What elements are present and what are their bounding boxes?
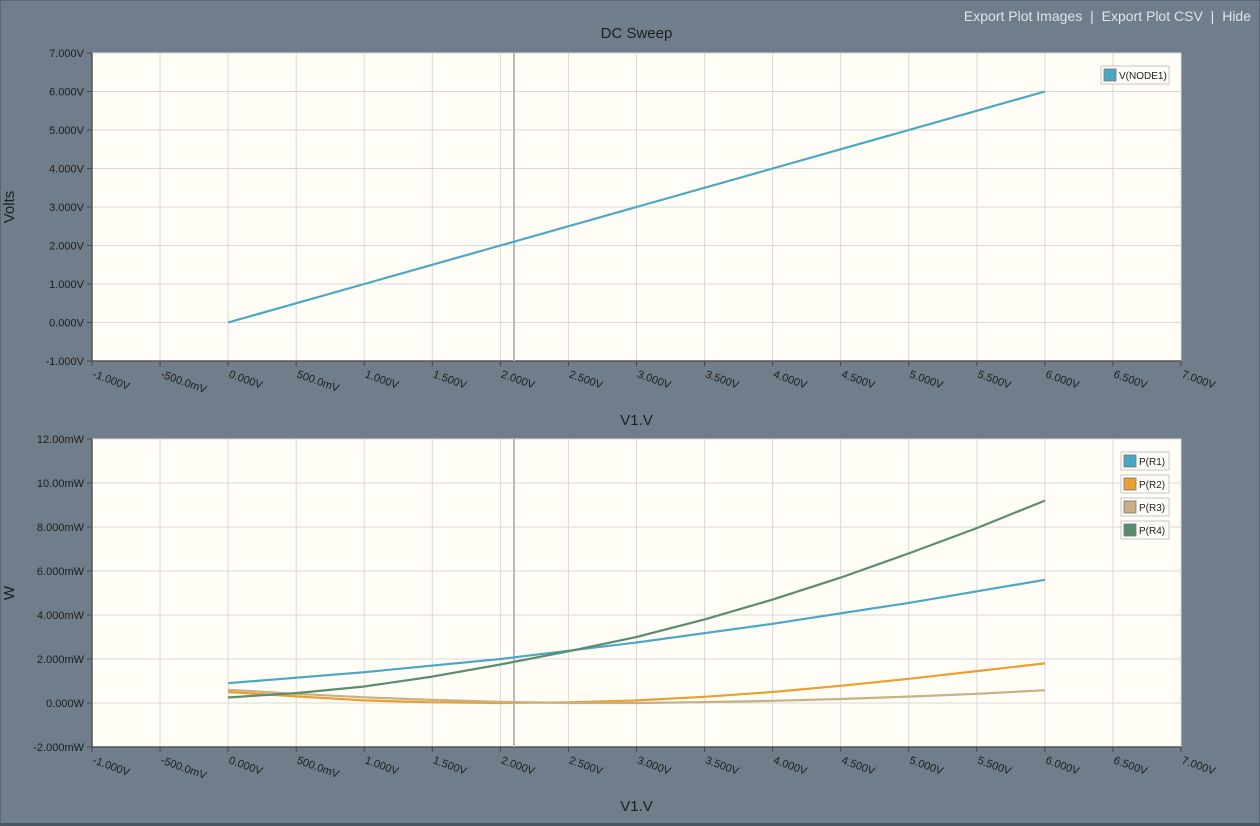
export-plot-csv-link[interactable]: Export Plot CSV <box>1101 8 1203 24</box>
series-line-p-r2 <box>228 662 1046 705</box>
x-tick-label: 3.000V <box>635 755 672 778</box>
x-tick-label: -500.0mV <box>159 369 209 397</box>
legend-swatch <box>1103 68 1117 82</box>
x-tick-label: 2.000V <box>499 369 536 392</box>
x-tick-label: 3.000V <box>635 369 672 392</box>
separator: | <box>1210 8 1215 24</box>
x-tick-label: 5.000V <box>908 755 945 778</box>
x-tick-label: 4.000V <box>772 369 809 392</box>
x-tick-label: 2.500V <box>567 755 604 778</box>
toolbar: Export Plot Images | Export Plot CSV | H… <box>964 8 1251 24</box>
x-tick-label: 500.0mV <box>295 755 341 782</box>
legend-swatch <box>1123 500 1137 514</box>
x-tick-label: 3.500V <box>704 369 741 392</box>
y-tick-label: 5.000V <box>49 125 85 137</box>
x-tick-label: 6.500V <box>1112 755 1149 778</box>
x-tick-label: 3.500V <box>704 755 741 778</box>
series-line-p-r1 <box>228 578 1046 685</box>
y-tick-label: 10.00mW <box>37 478 85 490</box>
y-tick-label: -2.000mW <box>33 742 84 754</box>
x-tick-label: 5.000V <box>908 369 945 392</box>
x-tick-label: 1.500V <box>431 369 468 392</box>
y-tick-label: 7.000V <box>49 48 85 60</box>
y-tick-label: -1.000V <box>45 356 84 368</box>
x-tick-label: 2.000V <box>499 755 536 778</box>
y-tick-label: 0.000V <box>49 318 85 330</box>
series-line-p-r4 <box>228 499 1046 699</box>
y-tick-label: 6.000V <box>49 87 85 99</box>
legend-label: P(R1) <box>1139 457 1165 468</box>
x-tick-label: 0.000V <box>227 369 264 392</box>
x-tick-label: -1.000V <box>91 755 132 780</box>
x-tick-label: 0.000V <box>227 755 264 778</box>
y-tick-label: 1.000V <box>49 279 85 291</box>
legend-entry <box>1100 65 1170 85</box>
x-tick-label: 5.500V <box>976 369 1013 392</box>
x-tick-label: 4.500V <box>840 369 877 392</box>
y-tick-label: 8.000mW <box>37 522 85 534</box>
y-axis-label: W <box>1 585 18 600</box>
series-line-p-r3 <box>228 688 1045 705</box>
x-tick-label: 2.500V <box>567 369 604 392</box>
x-tick-label: 6.000V <box>1044 755 1081 778</box>
x-tick-label: 4.000V <box>772 755 809 778</box>
y-tick-label: 2.000mW <box>37 654 85 666</box>
series-line-v-node1 <box>227 90 1046 324</box>
y-axis-label: Volts <box>1 191 18 224</box>
legend-label: P(R3) <box>1139 503 1165 514</box>
x-tick-label: 5.500V <box>976 755 1013 778</box>
x-tick-label: 7.000V <box>1180 755 1217 778</box>
hide-link[interactable]: Hide <box>1222 8 1251 24</box>
y-tick-label: 2.000V <box>49 241 85 253</box>
legend-swatch <box>1123 454 1137 468</box>
x-axis-label: V1.V <box>620 798 653 815</box>
export-plot-images-link[interactable]: Export Plot Images <box>963 8 1083 24</box>
y-tick-label: 3.000V <box>49 202 85 214</box>
x-tick-label: 7.000V <box>1180 369 1217 392</box>
x-tick-label: 6.000V <box>1044 369 1081 392</box>
x-axis-label: V1.V <box>620 412 653 429</box>
legend-label: V(NODE1) <box>1119 71 1167 82</box>
legend-swatch <box>1123 477 1137 491</box>
x-tick-label: 1.500V <box>431 755 468 778</box>
y-tick-label: 4.000V <box>49 164 85 176</box>
x-tick-label: -500.0mV <box>159 755 209 783</box>
x-tick-label: -1.000V <box>91 369 132 394</box>
separator: | <box>1090 8 1094 24</box>
x-tick-label: 500.0mV <box>295 369 341 396</box>
y-tick-label: 6.000mW <box>37 566 85 578</box>
x-tick-label: 4.500V <box>840 755 877 778</box>
y-tick-label: 0.000W <box>46 698 85 710</box>
y-tick-label: 12.00mW <box>37 434 85 446</box>
x-tick-label: 1.000V <box>363 755 400 778</box>
legend-label: P(R2) <box>1139 480 1165 491</box>
legend-swatch <box>1123 523 1137 537</box>
y-tick-label: 4.000mW <box>37 610 85 622</box>
chart-title: DC Sweep <box>601 25 673 42</box>
x-tick-label: 6.500V <box>1112 369 1149 392</box>
legend-label: P(R4) <box>1139 526 1165 537</box>
x-tick-label: 1.000V <box>363 369 400 392</box>
